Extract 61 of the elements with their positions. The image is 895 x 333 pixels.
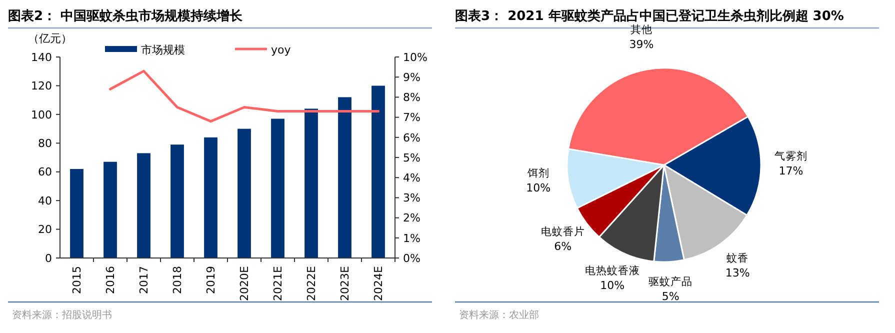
- x-tick-label: 2021E: [272, 266, 285, 301]
- y-tick-label: 40: [38, 194, 52, 208]
- bar: [137, 153, 150, 258]
- y-tick-label: 20: [38, 223, 52, 236]
- x-tick-label: 2022E: [305, 266, 318, 301]
- slice-label: 气雾剂: [774, 149, 808, 162]
- x-tick-label: 2023E: [338, 266, 352, 301]
- y2-tick-label: 3%: [403, 192, 420, 205]
- y2-tick-label: 2%: [403, 212, 420, 225]
- y-tick-label: 80: [38, 136, 52, 150]
- y-axis-title: （亿元）: [28, 32, 72, 45]
- legend-label: yoy: [271, 43, 292, 56]
- data-label: 5%: [662, 290, 680, 303]
- slice-label: 饵剂: [526, 166, 550, 180]
- y2-tick-label: 7%: [403, 111, 420, 124]
- text: 资料来源：招股说明书: [12, 309, 112, 321]
- y-tick-label: 100: [31, 108, 52, 122]
- bar: [104, 162, 117, 258]
- x-tick-label: 2019: [204, 266, 218, 294]
- text: 资料来源：农业部: [459, 309, 539, 321]
- slice-label: 驱蚊产品: [648, 274, 693, 288]
- y2-tick-label: 6%: [403, 131, 420, 144]
- y2-tick-label: 5%: [403, 151, 420, 164]
- bar: [170, 144, 184, 258]
- y2-tick-label: 1%: [403, 232, 420, 245]
- slice-label: 电蚊香片: [540, 224, 585, 238]
- data-label: 10%: [600, 279, 625, 292]
- y2-tick-label: 10%: [403, 50, 428, 64]
- chart-title: 图表3： 2021 年驱蚊类产品占中国已登记卫生杀虫剂比例超 30%: [455, 8, 844, 24]
- bar: [304, 108, 318, 258]
- chart-title: 图表2： 中国驱蚊杀虫市场规模持续增长: [8, 8, 244, 24]
- y-tick-label: 0: [45, 252, 52, 265]
- slice-label: 其他: [630, 23, 653, 36]
- line-series: [109, 70, 380, 123]
- x-tick-label: 2016: [104, 266, 118, 294]
- y2-tick-label: 0%: [403, 252, 420, 265]
- y-tick-label: 120: [31, 80, 52, 93]
- x-tick-label: 2024E: [372, 266, 386, 301]
- data-label: 13%: [725, 266, 750, 280]
- x-tick-label: 2015: [70, 266, 84, 294]
- x-tick-label: 2020E: [238, 266, 252, 301]
- x-tick-label: 2017: [138, 266, 151, 294]
- bar: [271, 118, 284, 258]
- x-tick-label: 2018: [171, 266, 184, 294]
- bar: [338, 97, 352, 258]
- bar: [204, 137, 218, 258]
- slice-label: 电热蚊香液: [584, 264, 640, 278]
- y2-tick-label: 4%: [403, 171, 420, 184]
- data-label: 17%: [778, 164, 804, 178]
- y-tick-label: 60: [38, 166, 52, 179]
- legend-label: 市场规模: [141, 43, 185, 56]
- bar: [238, 128, 251, 258]
- slice-label: 蚊香: [726, 252, 749, 265]
- bar: [372, 86, 385, 258]
- y2-tick-label: 9%: [403, 70, 420, 84]
- data-label: 6%: [554, 240, 572, 253]
- y2-tick-label: 8%: [403, 91, 420, 104]
- data-label: 10%: [526, 182, 551, 195]
- y-tick-label: 140: [31, 50, 52, 64]
- data-label: 39%: [629, 38, 654, 52]
- bar: [70, 168, 84, 258]
